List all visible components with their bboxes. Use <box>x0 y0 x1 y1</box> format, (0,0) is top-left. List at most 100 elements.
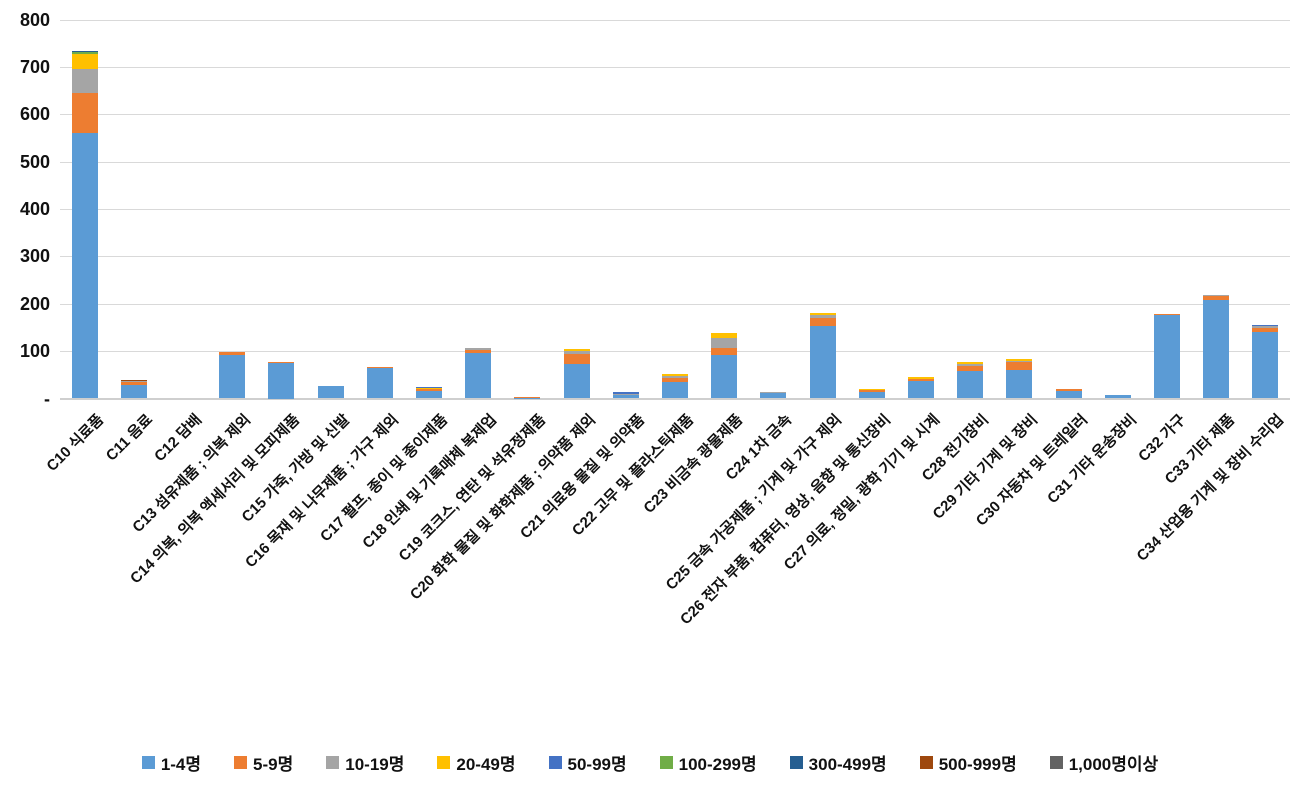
bar-segment-c20-10-19명 <box>563 350 590 355</box>
bar-segment-c13-1-4명 <box>219 354 246 399</box>
legend-item: 5-9명 <box>234 750 293 775</box>
legend-item: 1,000명이상 <box>1049 750 1159 775</box>
bar-segment-c21-10-19명 <box>612 393 639 395</box>
bar-segment-c33-10-19명 <box>1203 295 1230 297</box>
bar-segment-c27-5-9명 <box>908 378 934 382</box>
bar-segment-c10-1-4명 <box>71 133 98 399</box>
legend-item: 500-999명 <box>919 750 1017 775</box>
y-tick-label: 100 <box>19 341 50 362</box>
bar-segment-c34-5-9명 <box>1252 327 1279 332</box>
bar-segment-c21-1-4명 <box>612 394 639 399</box>
gridline <box>60 66 1290 68</box>
bar-segment-c20-20-49명 <box>563 349 590 351</box>
legend-swatch-icon <box>659 755 673 769</box>
legend-swatch-icon <box>1049 755 1063 769</box>
gridline <box>60 19 1290 21</box>
bar-segment-c18-1-4명 <box>465 353 492 399</box>
gridline <box>60 114 1290 116</box>
bar-segment-c28-20-49명 <box>957 361 984 364</box>
bar-segment-c23-20-49명 <box>711 332 738 338</box>
bar-segment-c10-5-9명 <box>71 92 98 134</box>
legend-label: 500-999명 <box>938 754 1017 774</box>
bar-segment-c10-10-19명 <box>71 69 98 93</box>
bar-segment-c11-5-9명 <box>120 382 147 386</box>
legend-item: 10-19명 <box>326 750 404 775</box>
bar-segment-c16-1-4명 <box>366 368 393 399</box>
y-tick-label: 400 <box>19 199 50 219</box>
bar-segment-c22-20-49명 <box>662 374 688 376</box>
bar-segment-c26-20-49명 <box>858 388 885 390</box>
bar-segment-c10-20-49명 <box>71 53 98 70</box>
bar-segment-c14-5-9명 <box>268 361 295 363</box>
y-tick-label: 500 <box>19 151 50 172</box>
bar-segment-c18-10-19명 <box>465 348 492 350</box>
legend-item: 300-499명 <box>789 750 887 775</box>
bar-segment-c17-1-4명 <box>416 391 442 399</box>
bar-segment-c11-500-999명 <box>120 379 147 381</box>
bar-segment-c18-5-9명 <box>465 349 492 354</box>
x-axis-line <box>60 397 1290 400</box>
bar-segment-c34-50-99명 <box>1252 325 1279 327</box>
legend-label: 1,000명이상 <box>1068 754 1159 774</box>
bar-segment-c25-1-4명 <box>809 326 836 399</box>
legend: 1-4명 5-9명 10-19명 20-49명 50-99명 100-299명 300-49… <box>0 742 1300 782</box>
y-tick-label: 600 <box>19 104 50 125</box>
legend-label: 50-99명 <box>567 754 627 774</box>
bar-segment-c30-5-9명 <box>1055 389 1082 392</box>
bar-segment-c13-5-9명 <box>219 351 246 355</box>
bar-segment-c26-1-4명 <box>858 391 885 399</box>
bar-segment-c20-1-4명 <box>563 364 590 399</box>
bar-segment-c20-5-9명 <box>563 354 590 365</box>
bar-segment-c19-1-4명 <box>514 398 541 400</box>
bar-segment-c28-1-4명 <box>957 371 984 399</box>
bar-segment-c23-1-4명 <box>711 354 738 399</box>
legend-item: 20-49명 <box>437 750 516 775</box>
bar-segment-c17-5-9명 <box>416 389 442 392</box>
bar-segment-c29-10-19명 <box>1006 360 1033 363</box>
legend-swatch-icon <box>789 755 803 769</box>
bar-segment-c28-10-19명 <box>957 363 984 366</box>
bar-segment-c17-50-99명 <box>416 386 442 388</box>
bar-segment-c28-5-9명 <box>957 365 984 371</box>
bar-segment-c22-5-9명 <box>662 377 688 383</box>
bar-segment-c22-10-19명 <box>662 375 688 378</box>
bar-segment-c29-1-4명 <box>1006 369 1033 399</box>
legend-label: 300-499명 <box>808 754 887 774</box>
bar-segment-c32-5-9명 <box>1154 314 1180 316</box>
gridline <box>60 161 1290 163</box>
x-tick-label: C10 식료품 <box>43 411 107 475</box>
legend-label: 10-19명 <box>345 754 405 774</box>
bar-segment-c25-5-9명 <box>809 318 836 327</box>
bar-segment-c10-100-299명 <box>71 51 98 54</box>
legend-swatch-icon <box>326 755 340 769</box>
bar-segment-c33-1-4명 <box>1203 300 1230 399</box>
legend-label: 1-4명 <box>160 754 202 774</box>
bar-segment-c27-1-4명 <box>908 381 934 399</box>
legend-item: 1-4명 <box>141 750 202 775</box>
bar-segment-c21-50-99명 <box>612 392 639 394</box>
bar-segment-c22-1-4명 <box>662 382 688 399</box>
bar-segment-c24-10-19명 <box>760 391 787 393</box>
x-tick-label: C11 음료 <box>102 411 156 465</box>
bar-segment-c31-1-4명 <box>1104 395 1131 399</box>
bar-segment-c15-1-4명 <box>317 386 344 399</box>
legend-item: 50-99명 <box>548 750 627 775</box>
gridline <box>60 303 1290 305</box>
bar-segment-c16-5-9명 <box>366 366 393 369</box>
bar-segment-c24-1-4명 <box>760 392 787 399</box>
y-tick-label: 700 <box>19 56 50 77</box>
bar-segment-c29-5-9명 <box>1006 362 1033 370</box>
legend-swatch-icon <box>919 755 933 769</box>
bar-segment-c19-5-9명 <box>514 397 541 399</box>
y-tick-label: 300 <box>19 246 50 267</box>
legend-swatch-icon <box>437 755 451 769</box>
bar-segment-c17-20-49명 <box>416 387 442 390</box>
bar-segment-c23-10-19명 <box>711 337 738 348</box>
bar-segment-c11-10-19명 <box>120 381 147 383</box>
gridline <box>60 256 1290 258</box>
bar-segment-c33-5-9명 <box>1203 295 1230 301</box>
gridline <box>60 209 1290 210</box>
bar-segment-c29-20-49명 <box>1006 358 1033 361</box>
bar-segment-c23-5-9명 <box>711 347 738 355</box>
